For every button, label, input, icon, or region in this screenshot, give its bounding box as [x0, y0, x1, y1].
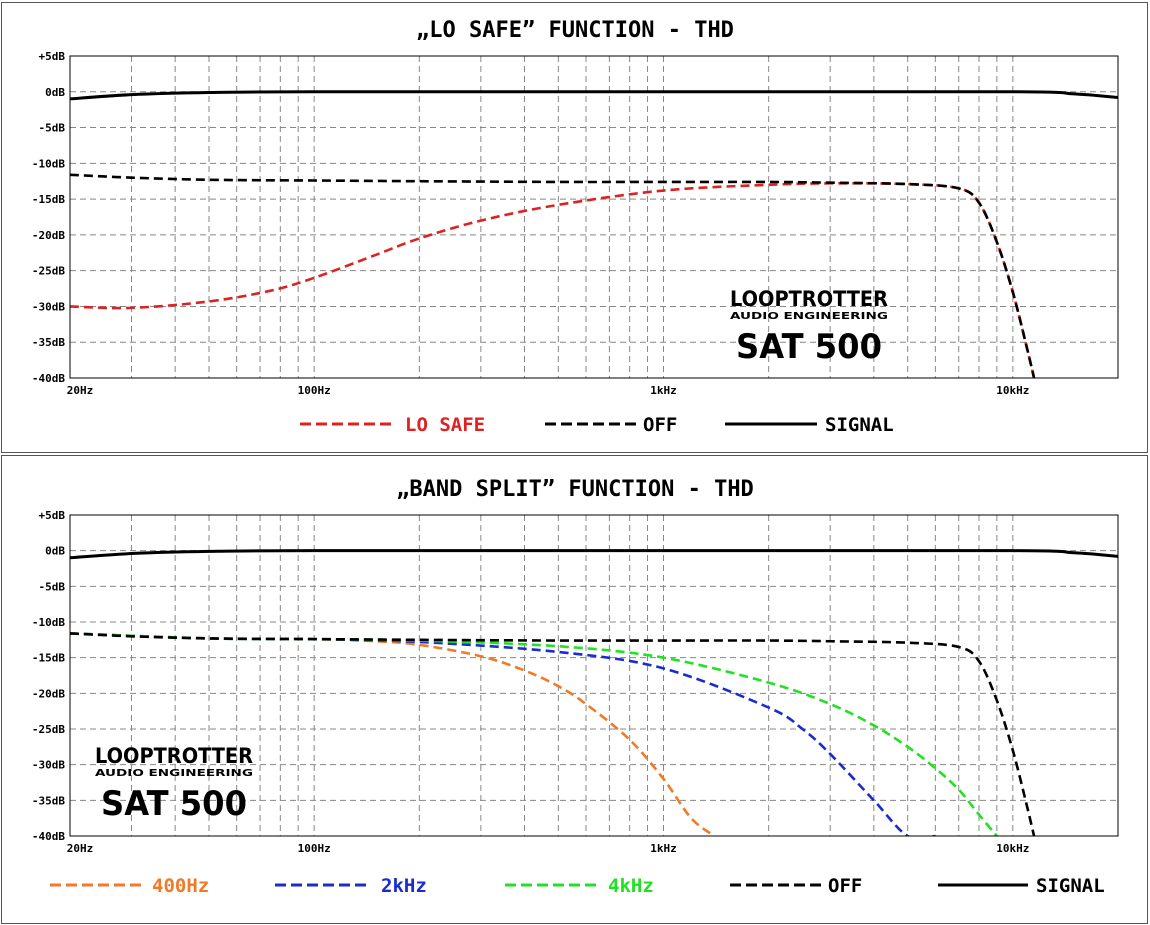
grid	[70, 515, 1118, 836]
y-tick-label: -40dB	[32, 372, 65, 385]
x-tick-label: 20Hz	[67, 384, 94, 397]
y-tick-label: -10dB	[32, 616, 65, 629]
chart-2: „BAND SPLIT” FUNCTION - THD +5dB 0dB -5dB -1…	[1, 455, 1148, 924]
x-tick-label: 1kHz	[650, 384, 677, 397]
brand-model: SAT 500	[101, 784, 247, 824]
y-tick-label: -30dB	[32, 300, 65, 313]
series-line-lo-safe	[70, 182, 1036, 378]
x-tick-label: 10kHz	[996, 384, 1029, 397]
legend-label: LO SAFE	[405, 414, 485, 436]
legend: 400Hz 2kHz 4kHz OFF SIGNAL	[50, 875, 1105, 897]
y-tick-label: 0dB	[45, 545, 65, 558]
legend-label: OFF	[643, 414, 677, 436]
y-tick-label: 0dB	[45, 86, 65, 99]
y-tick-label: +5dB	[39, 50, 66, 63]
y-tick-label: -35dB	[32, 336, 65, 349]
y-tick-label: -5dB	[39, 580, 66, 593]
y-tick-label: -10dB	[32, 157, 65, 170]
x-tick-label: 10kHz	[996, 842, 1029, 855]
series-line-signal	[70, 549, 1118, 560]
series-line-signal	[70, 90, 1118, 101]
y-tick-label: +5dB	[39, 509, 66, 522]
legend-label: SIGNAL	[1036, 875, 1105, 897]
plot-border	[69, 514, 1119, 837]
series-group	[70, 90, 1118, 378]
legend-label: 4kHz	[608, 875, 654, 897]
legend: LO SAFE OFF SIGNAL	[300, 414, 894, 436]
y-tick-label: -20dB	[32, 229, 65, 242]
chart-title: „LO SAFE” FUNCTION - THD	[416, 18, 734, 43]
brand-name: LOOPTROTTER	[730, 287, 888, 311]
x-tick-label: 100Hz	[298, 842, 331, 855]
series-group	[70, 549, 1118, 836]
legend-label: OFF	[828, 875, 862, 897]
x-tick-label: 20Hz	[67, 842, 94, 855]
y-tick-label: -40dB	[32, 830, 65, 843]
x-tick-label: 100Hz	[298, 384, 331, 397]
legend-label: 2kHz	[381, 875, 427, 897]
y-tick-label: -35dB	[32, 794, 65, 807]
plot-border	[69, 55, 1119, 379]
y-tick-label: -30dB	[32, 759, 65, 772]
legend-label: 400Hz	[152, 875, 209, 897]
y-tick-label: -15dB	[32, 193, 65, 206]
y-tick-label: -5dB	[39, 122, 66, 135]
panel-frame	[1, 455, 1148, 924]
brand-model: SAT 500	[736, 327, 882, 367]
x-tick-label: 1kHz	[650, 842, 677, 855]
grid	[70, 56, 1118, 378]
chart-1: „LO SAFE” FUNCTION - THD +5dB 0dB -5dB -10dB…	[1, 2, 1148, 453]
y-tick-label: -20dB	[32, 687, 65, 700]
y-tick-label: -25dB	[32, 723, 65, 736]
brand-name: LOOPTROTTER	[95, 744, 253, 768]
brand-subtitle: AUDIO ENGINEERING	[95, 768, 253, 779]
panel-frame	[1, 2, 1148, 453]
legend-label: SIGNAL	[825, 414, 894, 436]
chart-title: „BAND SPLIT” FUNCTION - THD	[396, 477, 754, 502]
y-tick-label: -15dB	[32, 652, 65, 665]
y-tick-label: -25dB	[32, 265, 65, 278]
brand-subtitle: AUDIO ENGINEERING	[730, 311, 888, 322]
